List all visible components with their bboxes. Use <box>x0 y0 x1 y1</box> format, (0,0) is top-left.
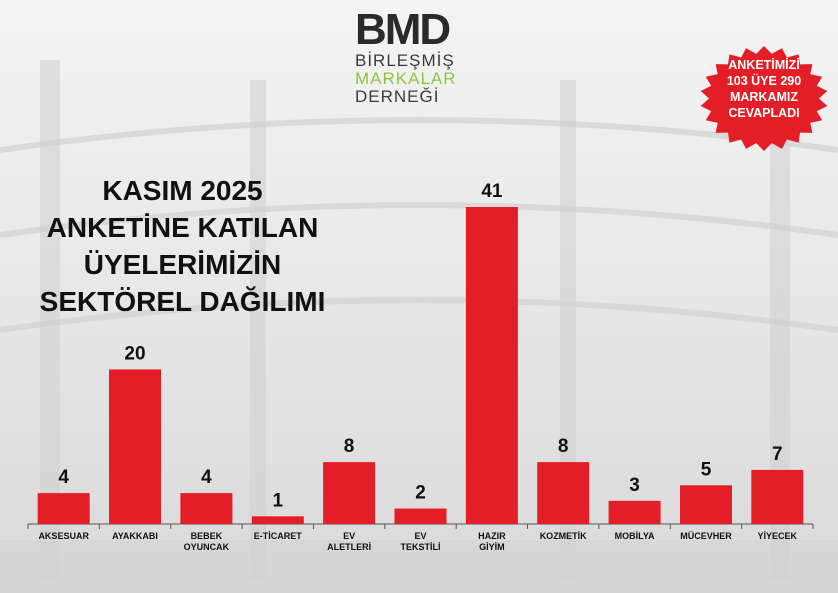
bar <box>751 469 804 524</box>
data-label: 7 <box>772 444 783 465</box>
bar <box>251 516 304 524</box>
logo-line-2: MARKALAR <box>355 69 457 88</box>
x-tick-label: OYUNCAK <box>184 542 230 552</box>
x-tick-label: BEBEK <box>191 531 223 541</box>
bar <box>37 493 90 524</box>
bar <box>323 462 376 524</box>
data-label: 4 <box>58 467 69 488</box>
data-label: 20 <box>124 343 145 364</box>
title-line-3: ÜYELERİMİZİN <box>83 249 282 280</box>
badge-line-1: ANKETİMİZİ <box>728 58 800 72</box>
data-label: 4 <box>201 467 212 488</box>
data-label: 41 <box>481 181 503 202</box>
x-tick-label: EV <box>343 531 355 541</box>
x-tick-label: MÜCEVHER <box>680 531 732 541</box>
chart-title: KASIM 2025 ANKETİNE KATILAN ÜYELERİMİZİN… <box>10 172 355 320</box>
bar <box>537 462 590 524</box>
x-tick-label: HAZIR <box>478 531 506 541</box>
x-tick-label: KOZMETİK <box>540 531 587 541</box>
bmd-logo: BMD BİRLEŞMİŞ MARKALAR DERNEĞİ <box>355 8 495 106</box>
x-tick-label: AKSESUAR <box>38 531 89 541</box>
x-tick-label: MOBİLYA <box>615 531 655 541</box>
data-label: 5 <box>701 459 712 480</box>
badge-line-4: CEVAPLADI <box>728 106 800 120</box>
data-label: 2 <box>415 483 426 504</box>
title-line-2: ANKETİNE KATILAN <box>46 212 319 243</box>
title-line-1: KASIM 2025 <box>102 175 263 206</box>
x-tick-label: ALETLERİ <box>327 542 371 552</box>
x-tick-label: YİYECEK <box>758 531 798 541</box>
logo-line-3: DERNEĞİ <box>355 87 440 106</box>
bar <box>465 207 518 524</box>
x-tick-label: AYAKKABI <box>112 531 158 541</box>
survey-badge-starburst <box>700 46 828 151</box>
data-label: 3 <box>629 475 640 496</box>
badge-line-3: MARKAMIZ <box>729 90 799 104</box>
data-label: 8 <box>558 436 569 457</box>
badge-burst-shape <box>700 46 828 151</box>
bar <box>608 500 661 524</box>
x-tick-label: EV <box>414 531 426 541</box>
title-line-4: SEKTÖREL DAĞILIMI <box>39 286 326 317</box>
bar <box>394 508 447 524</box>
survey-badge-text: ANKETİMİZİ 103 ÜYE 290 MARKAMIZ CEVAPLAD… <box>700 57 828 121</box>
bar <box>180 493 233 524</box>
x-tick-label: GİYİM <box>479 542 505 552</box>
bar <box>109 369 161 524</box>
data-label: 8 <box>344 436 355 457</box>
logo-mark: BMD <box>355 5 451 54</box>
x-tick-label: TEKSTİLİ <box>401 542 441 552</box>
badge-line-2: 103 ÜYE 290 <box>726 74 802 88</box>
data-label: 1 <box>273 490 284 511</box>
x-tick-label: E-TİCARET <box>254 531 302 541</box>
bar <box>680 485 732 524</box>
logo-line-1: BİRLEŞMİŞ <box>355 51 455 70</box>
